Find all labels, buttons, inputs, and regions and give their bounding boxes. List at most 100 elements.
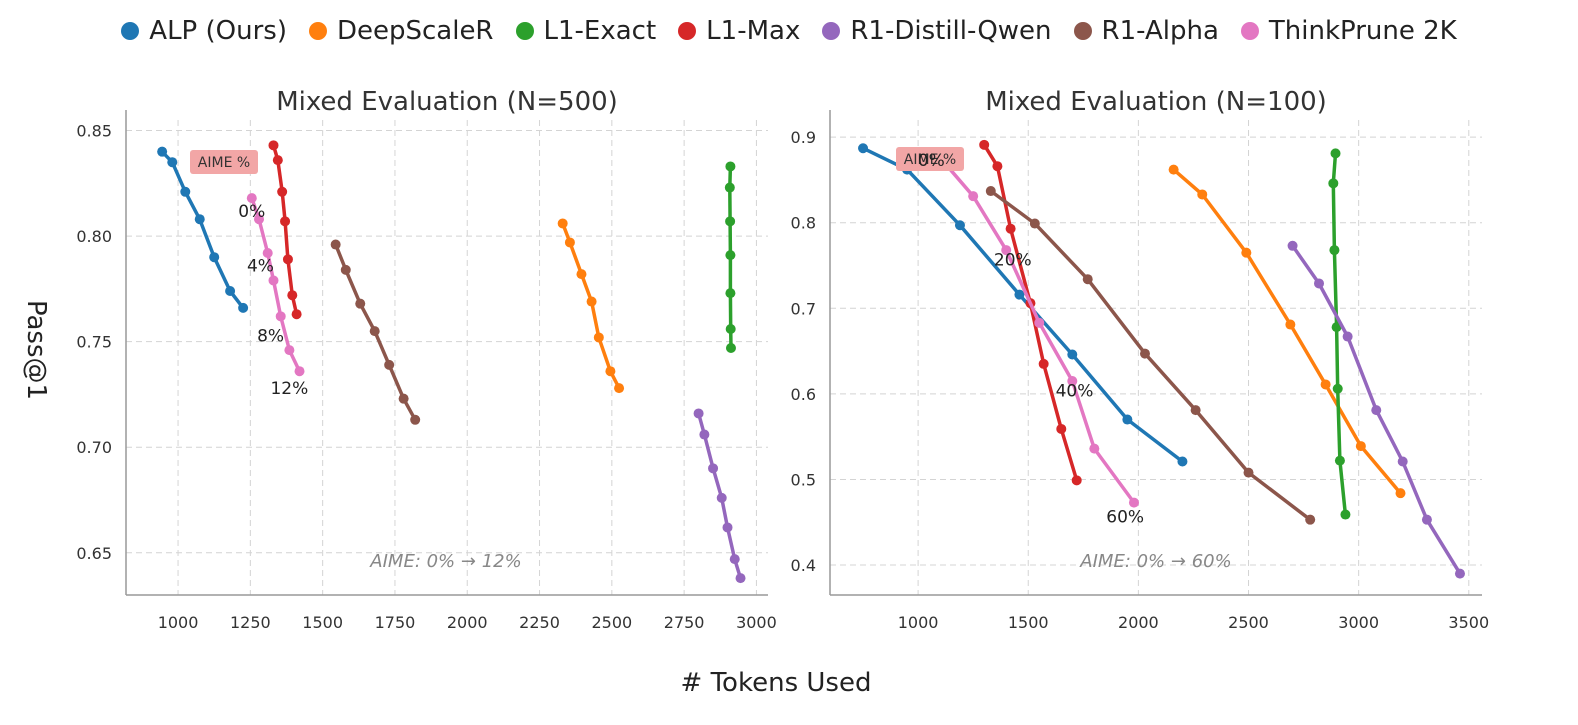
y-tick-label: 0.85 — [76, 122, 112, 141]
legend-marker-icon — [515, 22, 534, 40]
y-tick-label: 0.70 — [76, 438, 112, 457]
data-point — [277, 186, 288, 197]
data-point — [1320, 379, 1331, 390]
series-line — [862, 146, 1184, 463]
data-point — [1177, 456, 1188, 467]
data-point — [1139, 348, 1150, 359]
data-point — [1340, 509, 1351, 520]
data-point — [280, 216, 291, 227]
aime-point-label: 4% — [247, 257, 274, 277]
legend-item: L1-Max — [678, 16, 800, 46]
legend-label: R1-Distill-Qwen — [850, 16, 1052, 46]
data-point — [1197, 189, 1208, 200]
data-point — [725, 216, 736, 227]
x-tick-label: 1000 — [898, 613, 939, 632]
data-point — [954, 220, 965, 231]
data-point — [992, 161, 1003, 172]
legend-marker-icon — [678, 22, 697, 40]
aime-badge-label: AIME % — [904, 152, 956, 168]
data-point — [284, 345, 295, 356]
data-point — [1328, 178, 1339, 189]
data-point — [1005, 223, 1016, 234]
data-point — [576, 269, 587, 280]
data-point — [985, 186, 996, 197]
y-tick-label: 0.9 — [791, 128, 816, 147]
data-point — [246, 193, 257, 204]
x-tick-label: 1750 — [375, 613, 416, 632]
aime-point-label: 20% — [994, 251, 1032, 271]
data-point — [557, 218, 568, 229]
legend-item: R1-Distill-Qwen — [822, 16, 1052, 46]
legend-item: L1-Exact — [515, 16, 656, 46]
data-point — [294, 366, 305, 377]
legend-label: ALP (Ours) — [149, 16, 287, 46]
aime-point-label: 8% — [257, 326, 284, 346]
x-tick-label: 1000 — [158, 613, 199, 632]
legend-marker-icon — [822, 22, 841, 40]
x-tick-label: 2500 — [1228, 613, 1269, 632]
legend-marker-icon — [308, 22, 327, 40]
series-line — [943, 161, 1136, 504]
data-point — [735, 573, 746, 584]
data-point — [355, 298, 366, 309]
aime-point-label: 12% — [270, 379, 308, 399]
chart-n500: 1000 1250 1500 1750 2000 2250 2500 2750 3000 0.65… — [76, 87, 777, 632]
legend-label: L1-Max — [706, 16, 801, 46]
data-point — [1056, 423, 1067, 434]
x-tick-label: 3000 — [1338, 613, 1379, 632]
data-point — [1342, 331, 1353, 342]
legend: ALP (Ours) DeepScaleR L1-Exact L1-Max R1-Dis… — [0, 10, 1578, 52]
data-point — [1034, 317, 1045, 328]
data-point — [1421, 514, 1432, 525]
legend-marker-icon — [1073, 22, 1092, 40]
x-tick-label: 2500 — [591, 613, 632, 632]
data-point — [167, 157, 178, 168]
aime-point-label: 40% — [1056, 381, 1094, 401]
data-point — [1071, 475, 1082, 486]
data-point — [725, 161, 736, 172]
chart-title: Mixed Evaluation (N=500) — [276, 87, 618, 117]
legend-marker-icon — [1240, 22, 1259, 40]
data-point — [1128, 497, 1139, 508]
legend-item: DeepScaleR — [308, 16, 494, 46]
data-point — [1029, 218, 1040, 229]
data-point — [716, 492, 727, 503]
x-tick-label: 3000 — [736, 613, 777, 632]
x-tick-label: 2000 — [1118, 613, 1159, 632]
data-point — [1454, 568, 1465, 579]
data-point — [614, 383, 625, 394]
aime-point-label: 0% — [238, 202, 265, 222]
aime-badge-label: AIME % — [198, 155, 250, 171]
data-point — [1038, 358, 1049, 369]
data-point — [209, 252, 220, 263]
y-tick-label: 0.6 — [791, 385, 816, 404]
data-point — [275, 311, 286, 322]
data-point — [1314, 278, 1324, 289]
data-point — [238, 302, 249, 313]
x-tick-label: 2250 — [519, 613, 560, 632]
data-point — [729, 554, 740, 565]
series-line — [1172, 168, 1402, 495]
data-point — [586, 296, 597, 307]
data-point — [1305, 514, 1316, 525]
data-point — [1331, 322, 1342, 333]
y-tick-label: 0.7 — [791, 299, 816, 318]
data-point — [1397, 456, 1408, 467]
data-point — [369, 326, 380, 337]
x-tick-label: 1500 — [1008, 613, 1049, 632]
data-point — [1285, 319, 1296, 330]
data-point — [1243, 467, 1254, 478]
data-point — [725, 288, 736, 299]
data-point — [968, 191, 979, 202]
data-point — [180, 186, 191, 197]
legend-item: ThinkPrune 2K — [1240, 16, 1457, 46]
y-tick-label: 0.75 — [76, 333, 112, 352]
aime-badge — [190, 150, 258, 174]
y-tick-label: 0.80 — [76, 227, 112, 246]
data-point — [272, 155, 283, 166]
data-point — [979, 139, 990, 150]
legend-label: R1-Alpha — [1101, 16, 1219, 46]
x-tick-label: 3500 — [1448, 613, 1489, 632]
data-point — [384, 359, 395, 370]
x-tick-label: 2750 — [664, 613, 705, 632]
